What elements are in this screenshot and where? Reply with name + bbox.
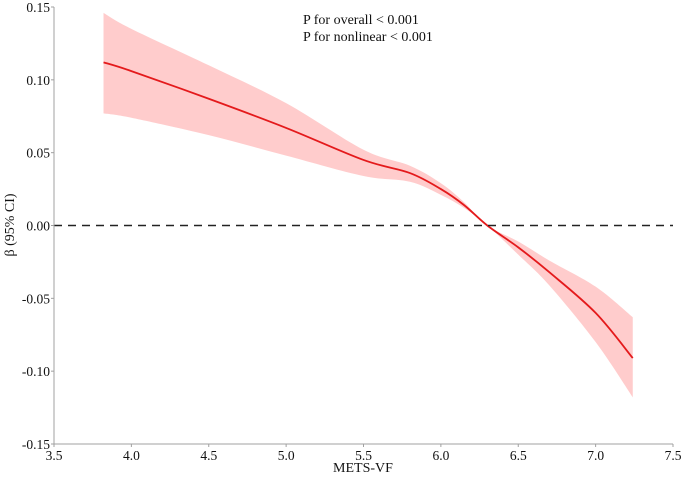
- y-tick-label: 0.05: [26, 146, 50, 161]
- x-tick-label: 7.0: [587, 448, 604, 463]
- y-axis-title: β (95% CI): [3, 193, 18, 256]
- p-nonlinear-annotation: P for nonlinear < 0.001: [303, 30, 433, 45]
- x-tick-label: 6.0: [432, 448, 449, 463]
- p-overall-annotation: P for overall < 0.001: [303, 13, 419, 28]
- ci-band-area: [103, 12, 633, 398]
- x-axis-title: METS-VF: [333, 461, 393, 476]
- x-tick-label: 5.0: [278, 448, 295, 463]
- y-tick-label: 0.00: [26, 219, 50, 234]
- x-tick-label: 4.0: [123, 448, 140, 463]
- y-tick-label: 0.15: [26, 0, 50, 15]
- y-tick-label: -0.15: [22, 437, 50, 452]
- x-tick-label: 6.5: [510, 448, 527, 463]
- y-tick-label: 0.10: [26, 73, 50, 88]
- x-tick-label: 7.5: [665, 448, 682, 463]
- y-tick-label: -0.05: [22, 291, 50, 306]
- beta-curve: [103, 61, 634, 359]
- x-tick-label: 5.5: [355, 448, 372, 463]
- estimate-line: [103, 61, 634, 359]
- y-tick-label: -0.10: [22, 364, 50, 379]
- x-tick-label: 4.5: [200, 448, 217, 463]
- confidence-band: [103, 12, 633, 398]
- y-axis-ticks: 0.15 0.10 0.05 0.00 -0.05 -0.10 -0.15: [22, 0, 54, 452]
- x-axis-ticks: 3.5 4.0 4.5 5.0 5.5 6.0 6.5 7.0 7.5: [46, 444, 682, 463]
- x-tick-label: 3.5: [46, 448, 63, 463]
